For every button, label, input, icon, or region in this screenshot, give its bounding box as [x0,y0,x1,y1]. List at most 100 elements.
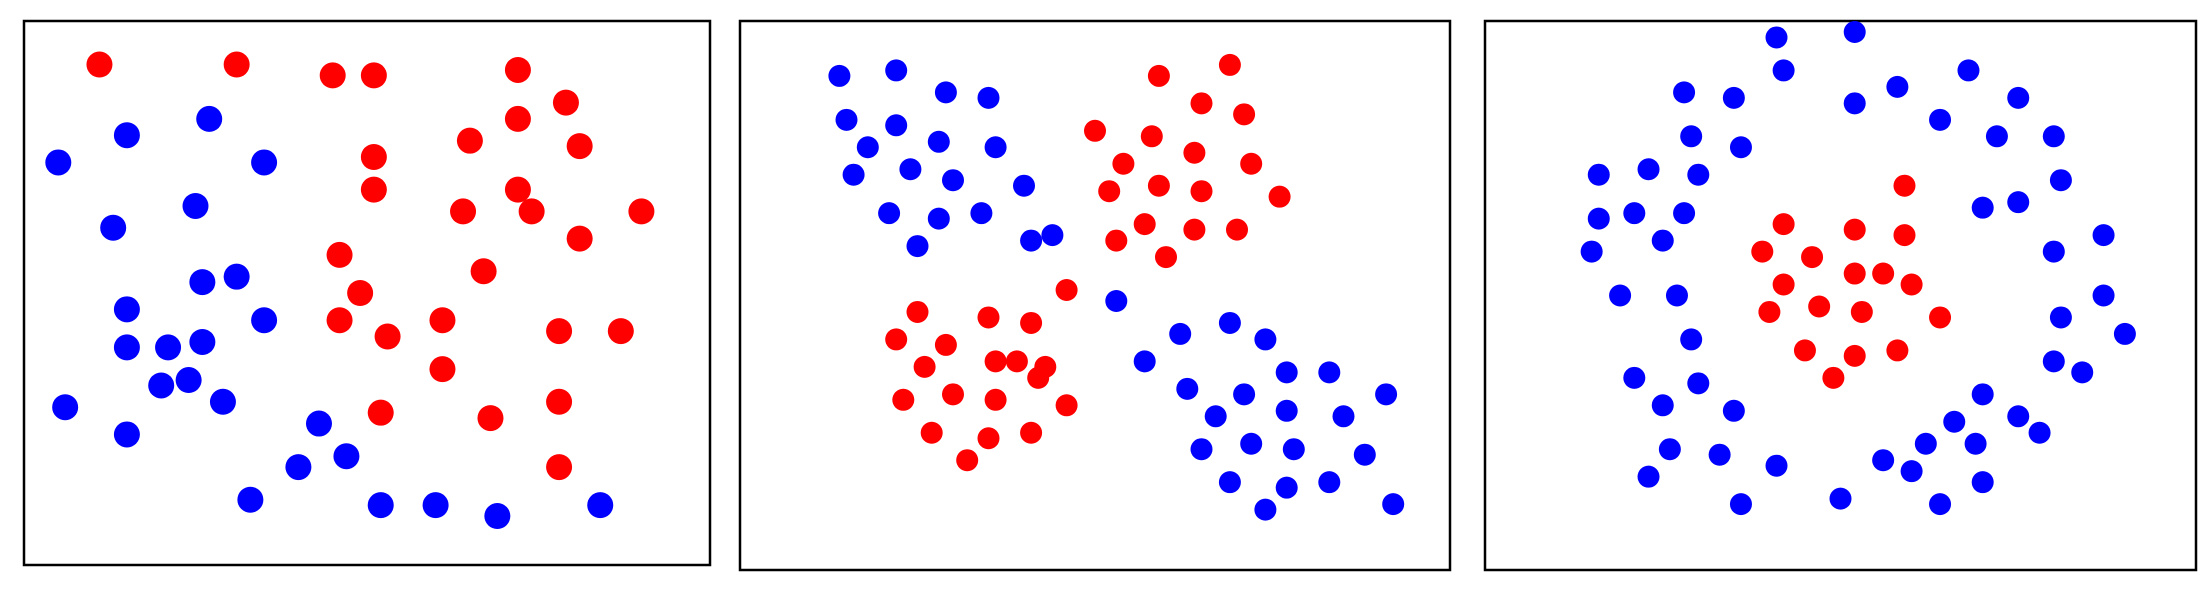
blue-data-point [251,307,278,334]
blue-data-point [1623,202,1646,225]
red-data-point [223,51,250,78]
blue-data-point [1318,471,1341,494]
blue-data-point [2092,284,2115,307]
red-data-point [984,350,1007,373]
blue-data-point [1985,125,2008,148]
blue-data-point [927,130,950,153]
blue-data-point [2092,224,2115,247]
blue-data-point [333,443,360,470]
red-data-point [607,318,634,345]
red-data-point [1893,224,1916,247]
blue-data-point [1133,350,1156,373]
red-data-point [1084,119,1106,142]
blue-data-point [906,235,929,258]
blue-data-point [2007,405,2030,428]
blue-data-point [52,394,79,421]
blue-data-point [148,372,175,399]
blue-data-point [2113,322,2136,345]
blue-data-point [1964,432,1987,455]
blue-data-point [2042,125,2065,148]
red-data-point [86,51,113,78]
red-data-point [319,62,346,89]
panel-random-scatter [22,19,712,567]
red-data-point [1808,295,1831,318]
blue-data-point [1254,328,1277,351]
blue-data-point [1105,289,1128,312]
blue-data-point [1218,311,1241,334]
red-data-point [1098,180,1121,203]
red-data-point [920,421,943,444]
blue-data-point [100,214,127,241]
blue-data-point [1914,432,1937,455]
blue-data-point [2049,306,2072,329]
blue-data-point [237,486,264,513]
blue-data-point [977,86,1000,109]
red-data-point [892,388,915,411]
blue-data-point [1680,328,1703,351]
red-data-point [1872,262,1895,285]
red-data-point [566,133,593,160]
blue-data-point [1722,399,1745,422]
blue-data-point [1765,454,1788,477]
blue-data-point [1623,366,1646,389]
blue-data-point [1900,460,1923,483]
blue-data-point [1651,229,1674,252]
red-data-point [1147,64,1170,87]
red-data-point [1020,311,1043,334]
blue-data-point [1929,108,1952,131]
red-data-point [1268,185,1291,208]
blue-data-point [1041,224,1064,247]
blue-data-point [45,149,72,176]
blue-data-point [113,421,140,448]
blue-data-point [113,296,140,323]
blue-data-point [1580,240,1603,263]
blue-data-point [1254,498,1277,521]
red-data-point [1843,344,1866,367]
red-data-point [1900,273,1923,296]
red-data-point [1801,246,1824,269]
red-data-point [1758,300,1781,323]
blue-data-point [1886,75,1909,98]
red-data-point [1190,92,1213,115]
red-data-point [1843,218,1866,241]
blue-data-point [1176,377,1199,400]
blue-data-point [856,136,879,159]
red-data-point [1772,273,1795,296]
red-data-point [429,307,456,334]
blue-data-point [285,454,312,481]
red-data-point [1027,366,1050,389]
blue-data-point [885,114,908,137]
red-data-point [450,198,477,225]
blue-data-point [1929,493,1952,516]
red-data-point [326,241,353,268]
red-data-point [374,323,401,350]
blue-data-point [1658,438,1681,461]
red-data-point [360,144,387,170]
blue-data-point [1204,405,1227,428]
blue-data-point [189,328,216,355]
blue-data-point [984,136,1007,159]
red-data-point [934,333,957,356]
red-data-point [518,198,545,225]
blue-data-point [113,334,140,361]
red-data-point [566,225,593,252]
red-data-point [552,89,579,116]
red-data-point [1886,339,1909,362]
blue-data-point [1609,284,1632,307]
red-data-point [1893,174,1916,197]
red-data-point [477,405,504,432]
blue-data-point [1722,86,1745,109]
red-data-point [942,383,964,406]
panel-frame [22,19,712,567]
blue-data-point [1673,202,1696,225]
red-data-point [470,258,497,285]
red-data-point [1218,53,1241,76]
red-data-point [360,62,387,89]
blue-data-point [828,64,851,87]
red-data-point [628,198,655,225]
blue-data-point [223,263,250,290]
blue-data-point [196,105,223,132]
blue-data-point [942,169,964,192]
red-data-point [546,318,573,345]
